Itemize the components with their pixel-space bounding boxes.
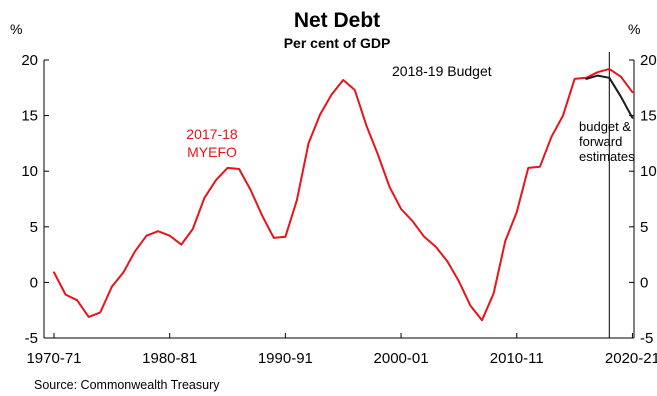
x-tick-label: 1990-91 [258,350,313,367]
x-tick-label: 2020-21 [605,350,657,367]
forward-label-line-1: budget & [579,119,631,134]
chart-source: Source: Commonwealth Treasury [34,378,220,392]
y-tick-label-right: 0 [640,274,648,291]
y-tick-label-right: -5 [640,330,653,347]
series-line-myefo [53,67,634,322]
left-axis-unit: % [10,21,22,37]
x-tick-label: 2000-01 [374,350,429,367]
y-axis-ticks: -5 -5 0 0 5 5 10 10 15 15 20 20 [21,52,656,347]
y-tick-label-right: 15 [640,108,657,125]
y-tick-label-right: 5 [640,219,648,236]
y-tick-label-left: -5 [25,330,38,347]
x-axis-ticks: 1970-71 1980-81 1990-91 2000-01 2010-11 2020-… [26,333,657,367]
y-tick-label-left: 10 [21,163,38,180]
series-line-budget [585,74,634,119]
forward-estimates-annotation: budget & forward estimates [579,119,635,164]
myefo-annotation: 2017-18 MYEFO [186,126,238,160]
y-tick-label-left: 5 [30,219,38,236]
y-tick-label-left: 0 [30,274,38,291]
chart-subtitle: Per cent of GDP [284,35,391,51]
x-tick-label: 1980-81 [142,350,197,367]
x-tick-label: 1970-71 [26,350,81,367]
myefo-label-line-2: MYEFO [187,144,237,160]
y-tick-label-right: 10 [640,163,657,180]
y-tick-label-left: 20 [21,52,38,69]
series-layer [53,67,634,322]
x-tick-label: 2010-11 [490,350,544,367]
myefo-label-line-1: 2017-18 [186,126,238,142]
budget-annotation: 2018-19 Budget [392,63,492,79]
forward-label-line-2: forward [579,134,622,149]
right-axis-unit: % [628,21,640,37]
chart-title: Net Debt [294,9,380,32]
y-tick-label-left: 15 [21,108,38,125]
y-tick-label-right: 20 [640,52,657,69]
forward-label-line-3: estimates [579,149,635,164]
plot-area [43,60,635,339]
